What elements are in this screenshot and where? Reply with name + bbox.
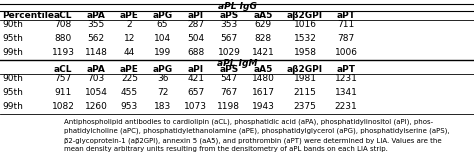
Text: aA5: aA5 — [254, 65, 273, 74]
Text: 2375: 2375 — [293, 102, 317, 111]
Text: aCL: aCL — [54, 11, 73, 20]
Text: aPI: aPI — [188, 11, 204, 20]
Text: 2231: 2231 — [335, 102, 357, 111]
Text: mean density arbitrary units resulting from the densitometry of aPL bands on eac: mean density arbitrary units resulting f… — [64, 146, 388, 152]
Text: Percentile: Percentile — [2, 11, 54, 20]
Text: 880: 880 — [55, 34, 72, 43]
Text: 1073: 1073 — [184, 102, 207, 111]
Text: 353: 353 — [220, 20, 237, 29]
Text: aβ2GPI: aβ2GPI — [287, 11, 323, 20]
Text: 1532: 1532 — [293, 34, 317, 43]
Text: aPI: aPI — [188, 65, 204, 74]
Text: 1006: 1006 — [335, 48, 357, 57]
Text: 1341: 1341 — [335, 88, 357, 97]
Text: 2: 2 — [127, 20, 132, 29]
Text: 421: 421 — [187, 74, 204, 83]
Text: 711: 711 — [337, 20, 355, 29]
Text: 1029: 1029 — [218, 48, 240, 57]
Text: 1231: 1231 — [335, 74, 357, 83]
Text: 911: 911 — [55, 88, 72, 97]
Text: 1421: 1421 — [252, 48, 274, 57]
Text: 1958: 1958 — [293, 48, 317, 57]
Text: Antiphospholipid antibodies to cardiolipin (aCL), phosphatidic acid (aPA), phosp: Antiphospholipid antibodies to cardiolip… — [64, 118, 433, 125]
Text: 1981: 1981 — [293, 74, 317, 83]
Text: 657: 657 — [187, 88, 204, 97]
Text: 1480: 1480 — [252, 74, 274, 83]
Text: 757: 757 — [55, 74, 72, 83]
Text: 1617: 1617 — [252, 88, 274, 97]
Text: aPA: aPA — [87, 65, 106, 74]
Text: 455: 455 — [121, 88, 138, 97]
Text: aPS: aPS — [219, 65, 238, 74]
Text: 1943: 1943 — [252, 102, 274, 111]
Text: 1016: 1016 — [293, 20, 317, 29]
Text: 953: 953 — [121, 102, 138, 111]
Text: 44: 44 — [124, 48, 135, 57]
Text: aPL IgG: aPL IgG — [218, 2, 256, 11]
Text: 12: 12 — [124, 34, 135, 43]
Text: 567: 567 — [220, 34, 237, 43]
Text: 547: 547 — [220, 74, 237, 83]
Text: 504: 504 — [187, 34, 204, 43]
Text: aPL IgM: aPL IgM — [217, 59, 257, 68]
Text: 767: 767 — [220, 88, 237, 97]
Text: aPA: aPA — [87, 11, 106, 20]
Text: aPG: aPG — [153, 11, 173, 20]
Text: aPE: aPE — [120, 65, 139, 74]
Text: 104: 104 — [154, 34, 171, 43]
Text: 703: 703 — [88, 74, 105, 83]
Text: aPT: aPT — [337, 65, 356, 74]
Text: 90th: 90th — [2, 74, 23, 83]
Text: aPT: aPT — [337, 11, 356, 20]
Text: β2-glycoprotein-1 (aβ2GPI), annexin 5 (aA5), and prothrombin (aPT) were determin: β2-glycoprotein-1 (aβ2GPI), annexin 5 (a… — [64, 137, 442, 143]
Text: 708: 708 — [55, 20, 72, 29]
Text: 1054: 1054 — [85, 88, 108, 97]
Text: 355: 355 — [88, 20, 105, 29]
Text: 225: 225 — [121, 74, 138, 83]
Text: aPS: aPS — [219, 11, 238, 20]
Text: aCL: aCL — [54, 65, 73, 74]
Text: aPG: aPG — [153, 65, 173, 74]
Text: 1148: 1148 — [85, 48, 108, 57]
Text: 2115: 2115 — [293, 88, 317, 97]
Text: 787: 787 — [337, 34, 355, 43]
Text: 95th: 95th — [2, 34, 23, 43]
Text: 287: 287 — [187, 20, 204, 29]
Text: 1193: 1193 — [52, 48, 74, 57]
Text: 828: 828 — [255, 34, 272, 43]
Text: phatidylcholine (aPC), phosphatidylethanolamine (aPE), phosphatidylglycerol (aPG: phatidylcholine (aPC), phosphatidylethan… — [64, 128, 450, 134]
Text: 562: 562 — [88, 34, 105, 43]
Text: 688: 688 — [187, 48, 204, 57]
Text: 72: 72 — [157, 88, 168, 97]
Text: 99th: 99th — [2, 48, 23, 57]
Text: 95th: 95th — [2, 88, 23, 97]
Text: 90th: 90th — [2, 20, 23, 29]
Text: 1198: 1198 — [218, 102, 240, 111]
Text: 1082: 1082 — [52, 102, 74, 111]
Text: 99th: 99th — [2, 102, 23, 111]
Text: 199: 199 — [154, 48, 171, 57]
Text: aβ2GPI: aβ2GPI — [287, 65, 323, 74]
Text: aA5: aA5 — [254, 11, 273, 20]
Text: 1260: 1260 — [85, 102, 108, 111]
Text: 36: 36 — [157, 74, 168, 83]
Text: aPE: aPE — [120, 11, 139, 20]
Text: 183: 183 — [154, 102, 171, 111]
Text: 65: 65 — [157, 20, 168, 29]
Text: 629: 629 — [255, 20, 272, 29]
